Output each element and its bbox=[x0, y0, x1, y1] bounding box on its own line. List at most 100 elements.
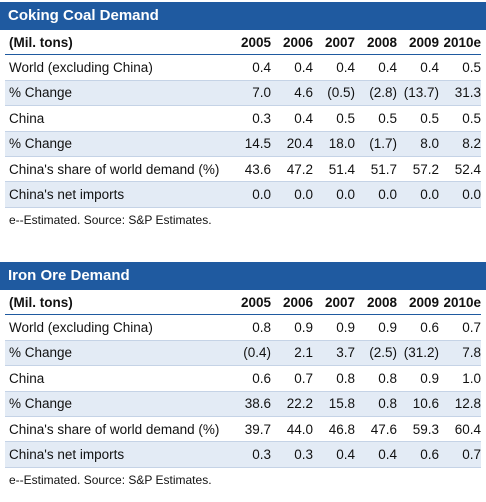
table-row: China 0.6 0.7 0.8 0.8 0.9 1.0 bbox=[5, 366, 481, 392]
cell: (31.2) bbox=[403, 345, 439, 361]
cell: 0.8 bbox=[252, 320, 271, 336]
cell: 47.2 bbox=[286, 161, 313, 177]
cell: 0.7 bbox=[462, 320, 481, 336]
cell: 0.7 bbox=[462, 447, 481, 463]
table-row: World (excluding China) 0.4 0.4 0.4 0.4 … bbox=[5, 55, 481, 81]
cell: 0.6 bbox=[420, 447, 439, 463]
cell: (0.4) bbox=[243, 345, 271, 361]
cell: 0.9 bbox=[336, 320, 355, 336]
cell: 0.0 bbox=[420, 187, 439, 203]
cell: 0.0 bbox=[294, 187, 313, 203]
cell: 0.4 bbox=[294, 110, 313, 126]
row-label: World (excluding China) bbox=[9, 60, 153, 76]
cell: 0.0 bbox=[336, 187, 355, 203]
cell: 0.4 bbox=[378, 60, 397, 76]
row-label: World (excluding China) bbox=[9, 320, 153, 336]
table-row: World (excluding China) 0.8 0.9 0.9 0.9 … bbox=[5, 315, 481, 341]
cell: 2.1 bbox=[294, 345, 313, 361]
cell: 4.6 bbox=[294, 85, 313, 101]
source-note: e--Estimated. Source: S&P Estimates. bbox=[9, 212, 212, 227]
cell: 8.2 bbox=[462, 136, 481, 152]
cell: 59.3 bbox=[412, 421, 439, 437]
table-row: % Change (0.4) 2.1 3.7 (2.5) (31.2) 7.8 bbox=[5, 340, 481, 366]
cell: 22.2 bbox=[286, 396, 313, 412]
cell: 0.8 bbox=[378, 370, 397, 386]
cell: 0.3 bbox=[294, 447, 313, 463]
cell: 0.6 bbox=[420, 320, 439, 336]
cell: 43.6 bbox=[244, 161, 271, 177]
cell: 0.8 bbox=[336, 370, 355, 386]
year-header: 2008 bbox=[366, 34, 397, 50]
table-row: % Change 38.6 22.2 15.8 0.8 10.6 12.8 bbox=[5, 391, 481, 417]
cell: 0.0 bbox=[252, 187, 271, 203]
unit-header: (Mil. tons) bbox=[9, 294, 73, 310]
iron-ore-section: Iron Ore Demand (Mil. tons) 2005 2006 20… bbox=[0, 262, 486, 489]
cell: 0.7 bbox=[294, 370, 313, 386]
cell: 1.0 bbox=[462, 370, 481, 386]
row-label: % Change bbox=[9, 345, 73, 361]
cell: 3.7 bbox=[336, 345, 355, 361]
year-header: 2007 bbox=[324, 34, 355, 50]
cell: 38.6 bbox=[244, 396, 271, 412]
cell: 57.2 bbox=[412, 161, 439, 177]
unit-header: (Mil. tons) bbox=[9, 34, 73, 50]
year-header: 2010e bbox=[443, 294, 481, 310]
row-label: % Change bbox=[9, 396, 73, 412]
cell: 20.4 bbox=[286, 136, 313, 152]
cell: (13.7) bbox=[403, 85, 439, 101]
cell: 0.8 bbox=[378, 396, 397, 412]
cell: 0.4 bbox=[378, 447, 397, 463]
cell: (2.8) bbox=[369, 85, 397, 101]
row-label: China's share of world demand (%) bbox=[9, 421, 220, 437]
cell: 15.8 bbox=[328, 396, 355, 412]
cell: 51.7 bbox=[370, 161, 397, 177]
year-header: 2009 bbox=[408, 294, 439, 310]
cell: 46.8 bbox=[328, 421, 355, 437]
table-row: % Change 7.0 4.6 (0.5) (2.8) (13.7) 31.3 bbox=[5, 80, 481, 106]
table-header-row: (Mil. tons) 2005 2006 2007 2008 2009 201… bbox=[5, 30, 481, 55]
cell: (1.7) bbox=[369, 136, 397, 152]
cell: 7.0 bbox=[252, 85, 271, 101]
table-row: % Change 14.5 20.4 18.0 (1.7) 8.0 8.2 bbox=[5, 131, 481, 157]
year-header: 2007 bbox=[324, 294, 355, 310]
cell: 0.6 bbox=[252, 370, 271, 386]
cell: 60.4 bbox=[454, 421, 481, 437]
year-header: 2006 bbox=[282, 294, 313, 310]
table-row: China's net imports 0.3 0.3 0.4 0.4 0.6 … bbox=[5, 441, 481, 468]
cell: 31.3 bbox=[454, 85, 481, 101]
cell: 0.9 bbox=[378, 320, 397, 336]
iron-ore-table: (Mil. tons) 2005 2006 2007 2008 2009 201… bbox=[5, 290, 481, 468]
cell: 0.3 bbox=[252, 110, 271, 126]
row-label: China bbox=[9, 370, 45, 386]
table-row: China's share of world demand (%) 39.7 4… bbox=[5, 416, 481, 442]
cell: 0.5 bbox=[336, 110, 355, 126]
cell: 0.4 bbox=[420, 60, 439, 76]
cell: 44.0 bbox=[286, 421, 313, 437]
cell: 52.4 bbox=[454, 161, 481, 177]
coking-coal-section: Coking Coal Demand (Mil. tons) 2005 2006… bbox=[0, 2, 486, 229]
cell: (2.5) bbox=[369, 345, 397, 361]
cell: 7.8 bbox=[462, 345, 481, 361]
year-header: 2006 bbox=[282, 34, 313, 50]
cell: 0.5 bbox=[462, 110, 481, 126]
cell: 0.5 bbox=[378, 110, 397, 126]
cell: (0.5) bbox=[327, 85, 355, 101]
cell: 0.4 bbox=[252, 60, 271, 76]
cell: 0.9 bbox=[294, 320, 313, 336]
row-label: China's net imports bbox=[9, 187, 125, 203]
cell: 12.8 bbox=[454, 396, 481, 412]
table-row: China 0.3 0.4 0.5 0.5 0.5 0.5 bbox=[5, 106, 481, 132]
cell: 39.7 bbox=[244, 421, 271, 437]
cell: 10.6 bbox=[412, 396, 439, 412]
cell: 0.3 bbox=[252, 447, 271, 463]
table-row: China's share of world demand (%) 43.6 4… bbox=[5, 156, 481, 182]
cell: 0.5 bbox=[420, 110, 439, 126]
section-title: Coking Coal Demand bbox=[0, 2, 486, 30]
coking-coal-table: (Mil. tons) 2005 2006 2007 2008 2009 201… bbox=[5, 30, 481, 208]
year-header: 2005 bbox=[240, 294, 271, 310]
year-header: 2008 bbox=[366, 294, 397, 310]
cell: 18.0 bbox=[328, 136, 355, 152]
cell: 0.4 bbox=[294, 60, 313, 76]
cell: 0.9 bbox=[420, 370, 439, 386]
year-header: 2010e bbox=[443, 34, 481, 50]
